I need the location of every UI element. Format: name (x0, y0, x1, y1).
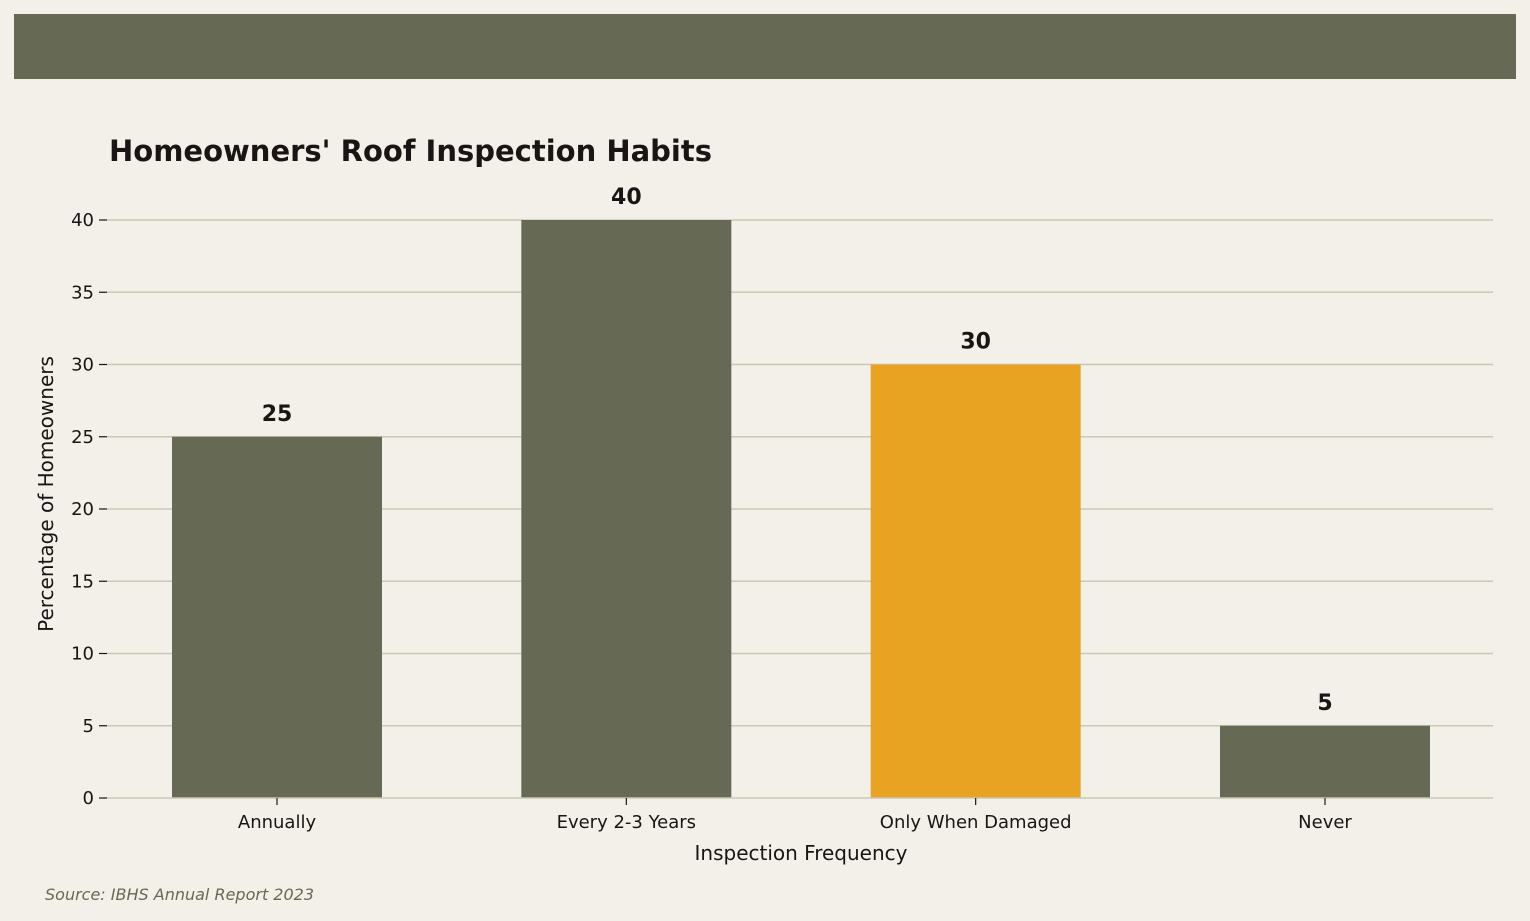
y-axis-title: Percentage of Homeowners (34, 356, 58, 632)
chart-title: Homeowners' Roof Inspection Habits (109, 134, 712, 168)
bar (172, 436, 382, 798)
header-band (14, 14, 1516, 79)
y-tick-label: 10 (71, 644, 94, 665)
data-labels: 25 40 30 5 (262, 185, 1333, 716)
data-label: 40 (611, 185, 642, 210)
x-tick-label: Every 2-3 Years (557, 812, 696, 833)
bar (870, 364, 1081, 798)
bar (521, 220, 732, 798)
data-label: 5 (1317, 691, 1332, 716)
x-tick-label: Never (1298, 812, 1352, 833)
y-tick-label: 20 (71, 499, 94, 520)
axes: 0 5 10 15 20 25 30 35 40 Annually Every 2-3 Years O… (71, 210, 1493, 833)
y-tick-label: 0 (83, 788, 94, 809)
bar (1220, 725, 1430, 798)
x-tick-label: Annually (238, 812, 317, 833)
y-tick-label: 15 (71, 571, 94, 592)
bars (172, 220, 1430, 798)
y-tick-label: 30 (71, 355, 94, 376)
x-axis-title: Inspection Frequency (695, 841, 908, 865)
data-label: 30 (960, 330, 991, 355)
data-label: 25 (262, 402, 293, 427)
y-tick-label: 25 (71, 427, 94, 448)
source-note: Source: IBHS Annual Report 2023 (45, 885, 315, 904)
y-tick-label: 5 (83, 716, 94, 737)
y-tick-label: 40 (71, 210, 94, 231)
x-tick-label: Only When Damaged (880, 812, 1072, 833)
y-tick-label: 35 (71, 282, 94, 303)
